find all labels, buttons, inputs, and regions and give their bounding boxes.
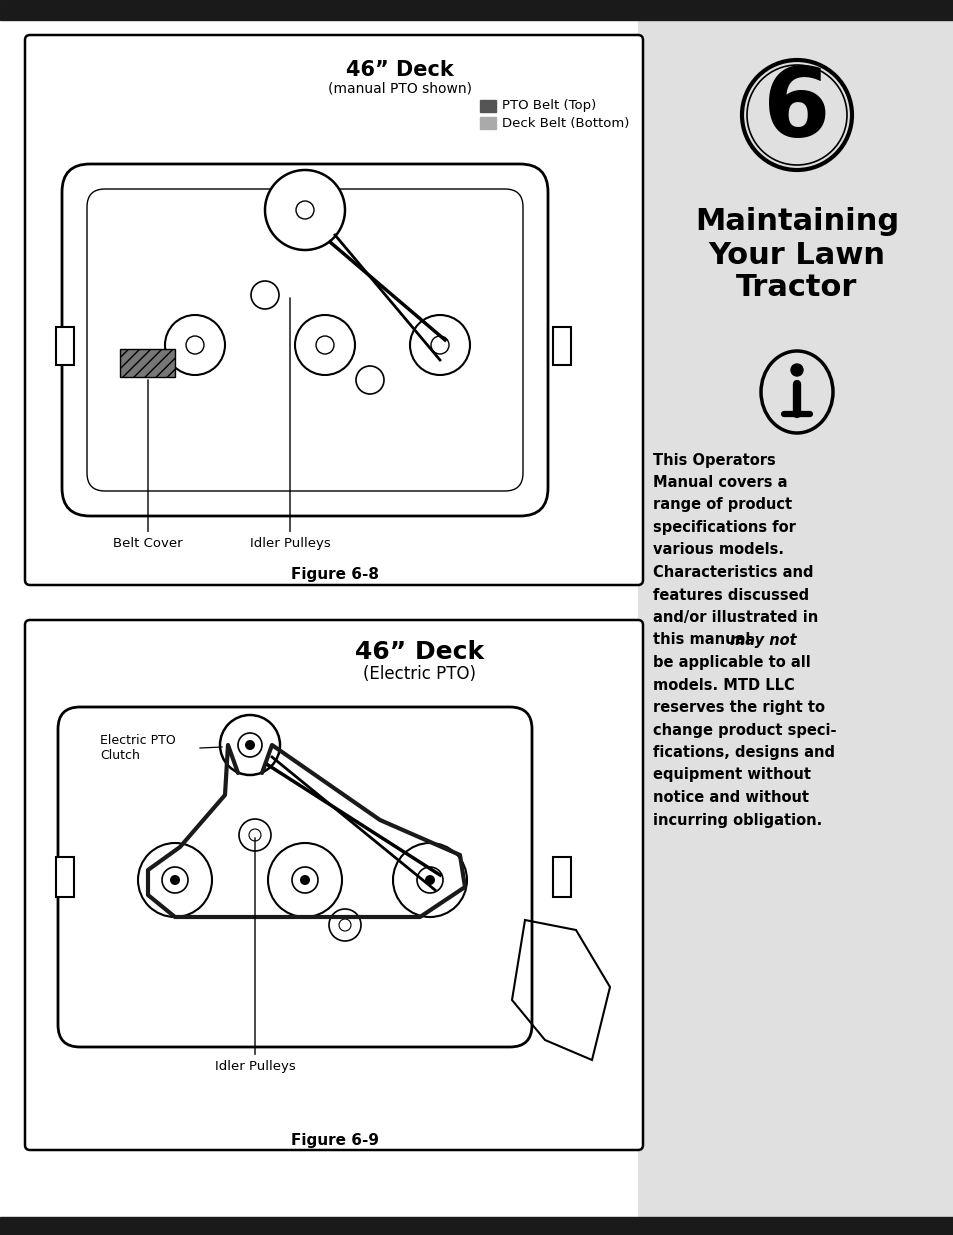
Circle shape [138, 844, 212, 918]
Circle shape [170, 876, 180, 885]
FancyBboxPatch shape [25, 35, 642, 585]
Text: Manual covers a: Manual covers a [652, 475, 786, 490]
Circle shape [186, 336, 204, 354]
Circle shape [294, 315, 355, 375]
Text: equipment without: equipment without [652, 767, 810, 783]
Circle shape [165, 315, 225, 375]
Circle shape [162, 867, 188, 893]
Text: 27: 27 [465, 1194, 488, 1212]
Text: Tractor: Tractor [736, 273, 857, 303]
Text: Idler Pulleys: Idler Pulleys [214, 837, 295, 1073]
Circle shape [329, 909, 360, 941]
Text: 6: 6 [762, 63, 830, 157]
Circle shape [268, 844, 341, 918]
Text: fications, designs and: fications, designs and [652, 745, 834, 760]
Circle shape [431, 336, 449, 354]
Text: and/or illustrated in: and/or illustrated in [652, 610, 818, 625]
Circle shape [245, 740, 254, 750]
Text: features discussed: features discussed [652, 588, 808, 603]
Text: (manual PTO shown): (manual PTO shown) [328, 82, 472, 96]
Text: 46” Deck: 46” Deck [355, 640, 484, 664]
Text: Characteristics and: Characteristics and [652, 564, 813, 580]
Circle shape [251, 282, 278, 309]
Text: (Electric PTO): (Electric PTO) [363, 664, 476, 683]
Circle shape [220, 715, 280, 776]
Circle shape [393, 844, 467, 918]
Text: Figure 6-8: Figure 6-8 [291, 568, 378, 583]
Text: Deck Belt (Bottom): Deck Belt (Bottom) [501, 116, 629, 130]
Circle shape [410, 315, 470, 375]
Circle shape [292, 867, 317, 893]
Circle shape [790, 364, 802, 375]
Circle shape [315, 336, 334, 354]
Circle shape [424, 876, 435, 885]
Circle shape [237, 734, 262, 757]
Text: change product speci-: change product speci- [652, 722, 836, 737]
Bar [0, 0, 953, 20]
Text: be applicable to all: be applicable to all [652, 655, 810, 671]
Text: notice and without: notice and without [652, 790, 808, 805]
Bar [553, 857, 571, 897]
Bar [56, 327, 74, 366]
Text: PTO Belt (Top): PTO Belt (Top) [501, 100, 596, 112]
Text: models. MTD LLC: models. MTD LLC [652, 678, 794, 693]
Text: Belt Cover: Belt Cover [113, 380, 183, 550]
Text: Electric PTO
Clutch: Electric PTO Clutch [100, 734, 175, 762]
Bar [553, 327, 571, 366]
Circle shape [338, 919, 351, 931]
Text: Maintaining: Maintaining [694, 207, 898, 236]
Text: range of product: range of product [652, 498, 791, 513]
FancyBboxPatch shape [87, 189, 522, 492]
FancyBboxPatch shape [25, 620, 642, 1150]
Text: various models.: various models. [652, 542, 783, 557]
FancyBboxPatch shape [58, 706, 532, 1047]
Bar [479, 117, 496, 128]
Bar [120, 350, 174, 377]
Circle shape [249, 829, 261, 841]
Circle shape [416, 867, 442, 893]
Text: this manual: this manual [652, 632, 755, 647]
Text: reserves the right to: reserves the right to [652, 700, 824, 715]
FancyBboxPatch shape [638, 15, 953, 1221]
Bar [0, 1216, 953, 1235]
Bar [56, 857, 74, 897]
Circle shape [295, 201, 314, 219]
Text: may not: may not [729, 632, 796, 647]
Text: incurring obligation.: incurring obligation. [652, 813, 821, 827]
Text: Your Lawn: Your Lawn [708, 241, 884, 269]
Circle shape [265, 170, 345, 249]
Text: 46” Deck: 46” Deck [346, 61, 454, 80]
Circle shape [239, 819, 271, 851]
Bar [479, 100, 496, 112]
Text: This Operators: This Operators [652, 452, 775, 468]
Text: Figure 6-9: Figure 6-9 [291, 1132, 378, 1147]
FancyBboxPatch shape [62, 164, 547, 516]
Circle shape [299, 876, 310, 885]
Circle shape [355, 366, 384, 394]
Text: specifications for: specifications for [652, 520, 795, 535]
Text: Idler Pulleys: Idler Pulleys [250, 298, 330, 550]
